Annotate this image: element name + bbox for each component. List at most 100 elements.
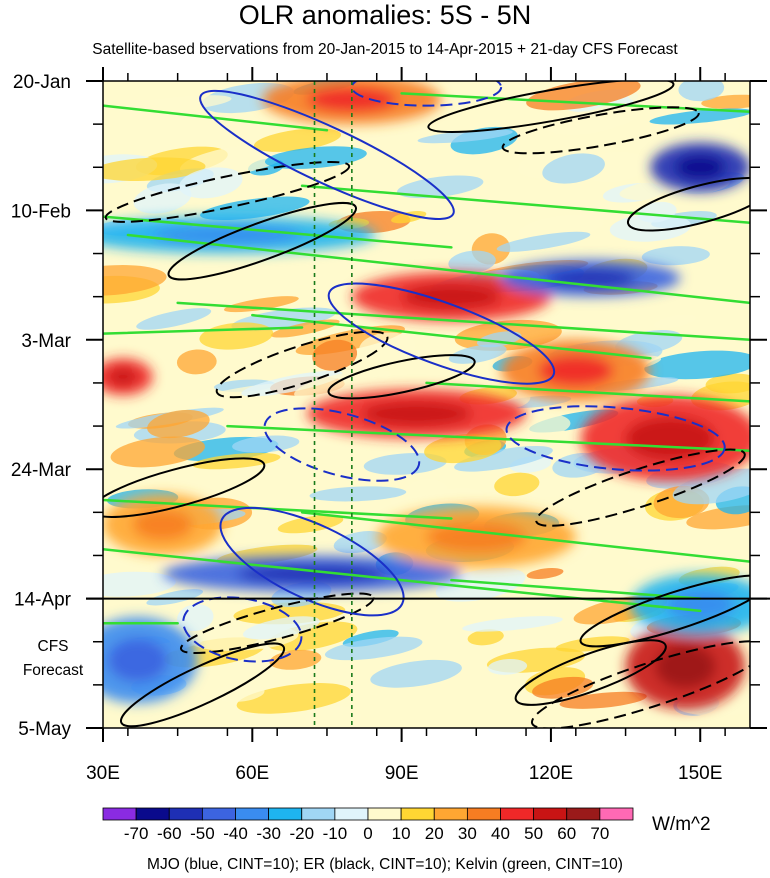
forecast-label-line2: Forecast (22, 662, 84, 679)
colorbar-swatch (135, 807, 170, 821)
anomaly-cell (312, 339, 358, 371)
colorbar-label: -30 (256, 824, 281, 843)
mjo-contour (505, 405, 726, 472)
anomaly-blob-core (401, 284, 502, 309)
y-tick-label: 5-May (18, 719, 71, 740)
er-contour (579, 574, 750, 648)
colorbar-swatch (433, 807, 468, 821)
anomaly-cell (391, 210, 427, 224)
anomaly-cell (133, 183, 192, 214)
colorbar-swatch (334, 807, 369, 821)
anomaly-cell (241, 370, 343, 397)
anomaly-blob-core (361, 401, 472, 427)
anomaly-cell (448, 344, 507, 364)
anomaly-cell (448, 250, 496, 274)
kelvin-contour (176, 301, 750, 342)
x-tick-label: 90E (385, 763, 419, 784)
anomaly-cell (147, 409, 210, 439)
anomaly-cell (630, 117, 740, 151)
chart-title: OLR anomalies: 5S - 5N (238, 0, 532, 30)
anomaly-cell (686, 505, 750, 530)
er-contour (103, 457, 266, 518)
kelvin-contour (103, 326, 304, 335)
anomaly-blobs (103, 81, 750, 710)
anomaly-cell (397, 175, 484, 199)
er-contour (119, 642, 286, 728)
colorbar-label: 30 (458, 824, 477, 843)
y-tick-label: 10-Feb (11, 201, 71, 222)
colorbar-swatch (533, 807, 568, 821)
anomaly-cell (424, 433, 502, 464)
anomaly-cell (200, 196, 310, 221)
anomaly-cell (212, 683, 265, 702)
colorbar-swatch (102, 807, 137, 821)
anomaly-cell (176, 349, 217, 375)
anomaly-cell (333, 531, 387, 554)
anomaly-cell (637, 201, 677, 223)
colorbar-label: 0 (363, 824, 372, 843)
chart-subtitle: Satellite-based bservations from 20-Jan-… (92, 41, 678, 58)
anomaly-cell (294, 369, 392, 400)
anomaly-blob-core (107, 367, 138, 387)
mjo-contour (327, 282, 556, 385)
colorbar-swatch (400, 807, 435, 821)
y-tick-label: 3-Mar (21, 331, 71, 352)
anomaly-cell (526, 568, 564, 579)
er-contour (514, 639, 667, 706)
colorbar-label: -50 (190, 824, 215, 843)
colorbar-label: 60 (557, 824, 576, 843)
anomaly-cell (417, 129, 513, 144)
y-tick-label: 14-Apr (14, 590, 72, 611)
colorbar-swatch (301, 807, 336, 821)
colorbar-label: 40 (491, 824, 510, 843)
anomaly-cell (103, 157, 206, 181)
y-tick-label: 24-Mar (11, 460, 72, 481)
anomaly-cell (243, 616, 320, 640)
er-contour (215, 330, 389, 399)
mjo-contour (350, 81, 503, 107)
colorbar-swatch (466, 807, 501, 821)
anomaly-cell (496, 231, 591, 252)
anomaly-cell (583, 103, 641, 129)
anomaly-cell (277, 515, 344, 534)
anomaly-cell (609, 213, 692, 242)
colorbar-swatch (235, 807, 270, 821)
anomaly-blob-core (426, 521, 527, 553)
mjo-contour (263, 407, 421, 482)
mjo-contours (182, 81, 726, 663)
anomaly-cell (649, 108, 750, 125)
colorbar: -70 -60 -50 -40 -30 -20 -10 0 10 20 30 40 50 60 70 (102, 807, 634, 843)
anomaly-cell (555, 636, 630, 652)
anomaly-cell (192, 452, 281, 470)
anomaly-cell (264, 146, 367, 169)
anomaly-cell (462, 616, 563, 632)
anomaly-blob-core (107, 638, 168, 682)
kelvin-contour (103, 548, 702, 613)
x-tick-label: 120E (529, 763, 573, 784)
colorbar-swatch (599, 807, 634, 821)
legend-footer: MJO (blue, CINT=10); ER (black, CINT=10)… (147, 856, 623, 873)
colorbar-label: -20 (289, 824, 314, 843)
anomaly-blob-core (665, 589, 736, 621)
anomaly-cell (574, 507, 673, 542)
colorbar-swatch (201, 807, 236, 821)
colorbar-swatch (566, 807, 601, 821)
anomaly-cell (542, 153, 605, 184)
kelvin-contour (300, 511, 750, 563)
colorbar-swatch (367, 807, 402, 821)
kelvin-contour (126, 233, 750, 305)
er-contour (535, 448, 746, 527)
anomaly-cell (701, 94, 750, 109)
x-tick-label: 60E (235, 763, 269, 784)
anomaly-blob-core (132, 509, 193, 541)
anomaly-cell (359, 332, 416, 364)
anomaly-cell (370, 659, 462, 688)
anomaly-cell (363, 453, 447, 475)
anomaly-cell (236, 683, 351, 714)
er-contour (427, 81, 675, 134)
anomaly-cell (487, 658, 528, 675)
x-tick-label: 30E (86, 763, 120, 784)
colorbar-label: -70 (124, 824, 149, 843)
anomaly-cell (179, 167, 243, 199)
